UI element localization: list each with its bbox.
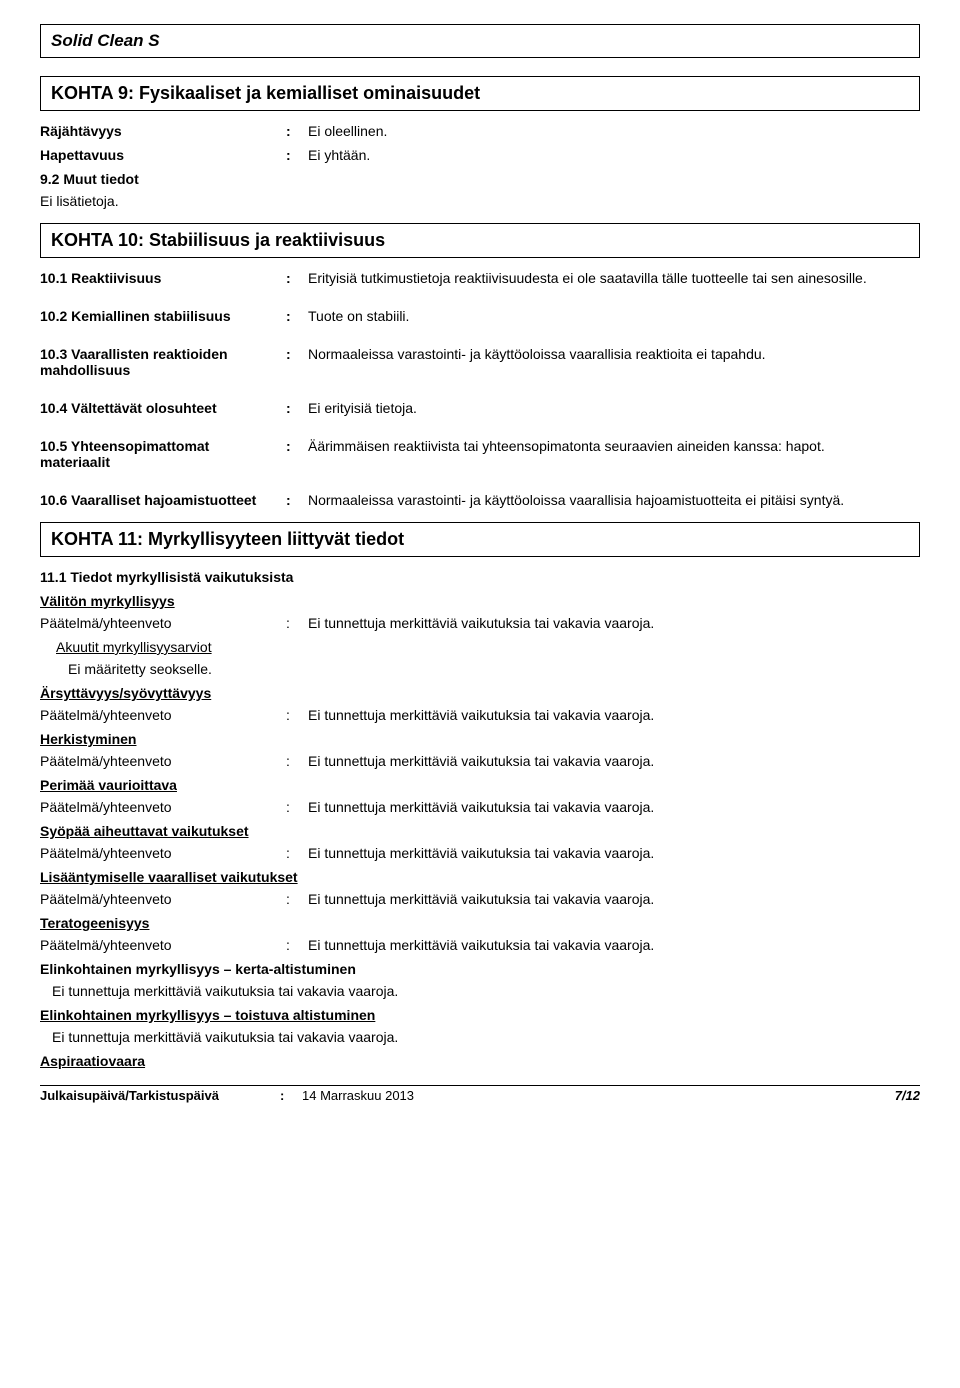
section9-heading-box: KOHTA 9: Fysikaaliset ja kemialliset omi… [40, 76, 920, 111]
colon: : [286, 891, 308, 907]
colon: : [286, 147, 308, 163]
page-container: Solid Clean S KOHTA 9: Fysikaaliset ja k… [0, 0, 960, 1119]
colon: : [286, 400, 308, 416]
acute-toxicity-header: Välitön myrkyllisyys [40, 593, 920, 609]
label-conclusion: Päätelmä/yhteenveto [40, 753, 286, 769]
row-conclusion-mutagenicity: Päätelmä/yhteenveto : Ei tunnettuja merk… [40, 799, 920, 815]
row-101: 10.1 Reaktiivisuus : Erityisiä tutkimust… [40, 270, 920, 286]
sub111-heading: 11.1 Tiedot myrkyllisistä vaikutuksista [40, 569, 920, 585]
carcinogenicity-header: Syöpää aiheuttavat vaikutukset [40, 823, 920, 839]
footer-date-label: Julkaisupäivä/Tarkistuspäivä [40, 1088, 280, 1103]
value-conclusion-teratogenicity: Ei tunnettuja merkittäviä vaikutuksia ta… [308, 937, 920, 953]
label-101: 10.1 Reaktiivisuus [40, 270, 286, 286]
row-conclusion-sensitisation: Päätelmä/yhteenveto : Ei tunnettuja merk… [40, 753, 920, 769]
reproductive-header: Lisääntymiselle vaaralliset vaikutukset [40, 869, 920, 885]
label-explosive: Räjähtävyys [40, 123, 286, 139]
section9-heading: KOHTA 9: Fysikaaliset ja kemialliset omi… [51, 83, 480, 103]
colon: : [286, 799, 308, 815]
aspiration-header: Aspiraatiovaara [40, 1053, 920, 1069]
irritation-header: Ärsyttävyys/syövyttävyys [40, 685, 920, 701]
label-conclusion: Päätelmä/yhteenveto [40, 891, 286, 907]
value-conclusion-irritation: Ei tunnettuja merkittäviä vaikutuksia ta… [308, 707, 920, 723]
row-oxidising: Hapettavuus : Ei yhtään. [40, 147, 920, 163]
page-footer: Julkaisupäivä/Tarkistuspäivä : 14 Marras… [40, 1085, 920, 1103]
value-104: Ei erityisiä tietoja. [308, 400, 920, 416]
row-conclusion-reproductive: Päätelmä/yhteenveto : Ei tunnettuja merk… [40, 891, 920, 907]
teratogenicity-header: Teratogeenisyys [40, 915, 920, 931]
row-explosive: Räjähtävyys : Ei oleellinen. [40, 123, 920, 139]
value-102: Tuote on stabiili. [308, 308, 920, 324]
row-conclusion-irritation: Päätelmä/yhteenveto : Ei tunnettuja merk… [40, 707, 920, 723]
value-oxidising: Ei yhtään. [308, 147, 920, 163]
label-conclusion: Päätelmä/yhteenveto [40, 615, 286, 631]
label-102: 10.2 Kemiallinen stabiilisuus [40, 308, 286, 324]
row-103: 10.3 Vaarallisten reaktioiden mahdollisu… [40, 346, 920, 378]
label-104: 10.4 Vältettävät olosuhteet [40, 400, 286, 416]
value-101: Erityisiä tutkimustietoja reaktiivisuude… [308, 270, 920, 286]
product-title: Solid Clean S [51, 31, 160, 50]
stot-single-header: Elinkohtainen myrkyllisyys – kerta-altis… [40, 961, 920, 977]
product-title-box: Solid Clean S [40, 24, 920, 58]
colon: : [286, 346, 308, 362]
value-conclusion-mutagenicity: Ei tunnettuja merkittäviä vaikutuksia ta… [308, 799, 920, 815]
colon: : [286, 615, 308, 631]
section10-heading-box: KOHTA 10: Stabiilisuus ja reaktiivisuus [40, 223, 920, 258]
label-conclusion: Päätelmä/yhteenveto [40, 937, 286, 953]
value-explosive: Ei oleellinen. [308, 123, 920, 139]
colon: : [286, 492, 308, 508]
sub92-text: Ei lisätietoja. [40, 193, 920, 209]
colon: : [286, 308, 308, 324]
colon: : [286, 123, 308, 139]
colon: : [286, 438, 308, 454]
section11-heading-box: KOHTA 11: Myrkyllisyyteen liittyvät tied… [40, 522, 920, 557]
colon: : [286, 707, 308, 723]
label-oxidising: Hapettavuus [40, 147, 286, 163]
section11-heading: KOHTA 11: Myrkyllisyyteen liittyvät tied… [51, 529, 404, 549]
row-conclusion-carcinogenicity: Päätelmä/yhteenveto : Ei tunnettuja merk… [40, 845, 920, 861]
label-106: 10.6 Vaaralliset hajoamistuotteet [40, 492, 286, 508]
label-conclusion: Päätelmä/yhteenveto [40, 799, 286, 815]
value-106: Normaaleissa varastointi- ja käyttöolois… [308, 492, 920, 508]
stot-repeated-header: Elinkohtainen myrkyllisyys – toistuva al… [40, 1007, 920, 1023]
sub92-heading: 9.2 Muut tiedot [40, 171, 920, 187]
mutagenicity-header: Perimää vaurioittava [40, 777, 920, 793]
value-conclusion-acute: Ei tunnettuja merkittäviä vaikutuksia ta… [308, 615, 920, 631]
acute-estimates-text: Ei määritetty seokselle. [68, 661, 920, 677]
value-conclusion-reproductive: Ei tunnettuja merkittäviä vaikutuksia ta… [308, 891, 920, 907]
label-103: 10.3 Vaarallisten reaktioiden mahdollisu… [40, 346, 286, 378]
colon: : [286, 270, 308, 286]
stot-repeated-text: Ei tunnettuja merkittäviä vaikutuksia ta… [52, 1029, 920, 1045]
value-105: Äärimmäisen reaktiivista tai yhteensopim… [308, 438, 920, 454]
label-105: 10.5 Yhteensopimattomat materiaalit [40, 438, 286, 470]
footer-date-value: 14 Marraskuu 2013 [302, 1088, 414, 1103]
row-105: 10.5 Yhteensopimattomat materiaalit : Ää… [40, 438, 920, 470]
value-103: Normaaleissa varastointi- ja käyttöolois… [308, 346, 920, 362]
colon: : [286, 753, 308, 769]
stot-single-text: Ei tunnettuja merkittäviä vaikutuksia ta… [52, 983, 920, 999]
footer-colon: : [280, 1088, 302, 1103]
row-104: 10.4 Vältettävät olosuhteet : Ei erityis… [40, 400, 920, 416]
row-102: 10.2 Kemiallinen stabiilisuus : Tuote on… [40, 308, 920, 324]
acute-estimates-header: Akuutit myrkyllisyysarviot [56, 639, 920, 655]
sensitisation-header: Herkistyminen [40, 731, 920, 747]
value-conclusion-sensitisation: Ei tunnettuja merkittäviä vaikutuksia ta… [308, 753, 920, 769]
section10-heading: KOHTA 10: Stabiilisuus ja reaktiivisuus [51, 230, 385, 250]
row-conclusion-acute: Päätelmä/yhteenveto : Ei tunnettuja merk… [40, 615, 920, 631]
colon: : [286, 845, 308, 861]
row-conclusion-teratogenicity: Päätelmä/yhteenveto : Ei tunnettuja merk… [40, 937, 920, 953]
row-106: 10.6 Vaaralliset hajoamistuotteet : Norm… [40, 492, 920, 508]
label-conclusion: Päätelmä/yhteenveto [40, 845, 286, 861]
footer-page-number: 7/12 [895, 1088, 920, 1103]
colon: : [286, 937, 308, 953]
footer-left: Julkaisupäivä/Tarkistuspäivä : 14 Marras… [40, 1088, 414, 1103]
value-conclusion-carcinogenicity: Ei tunnettuja merkittäviä vaikutuksia ta… [308, 845, 920, 861]
label-conclusion: Päätelmä/yhteenveto [40, 707, 286, 723]
